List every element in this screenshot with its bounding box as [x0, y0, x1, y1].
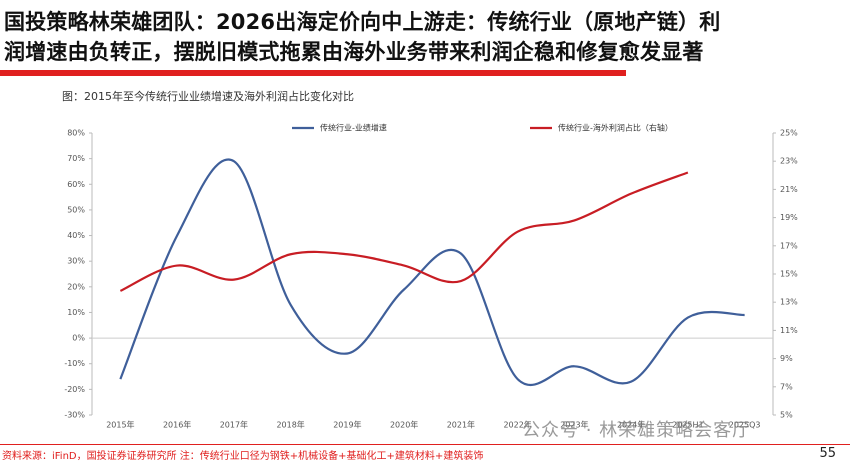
series-line	[119, 171, 689, 292]
y2-tick-label: 13%	[780, 298, 798, 307]
x-tick-label: 2017年	[220, 420, 248, 430]
x-tick-label: 2022年	[503, 420, 531, 430]
chart: 图：2015年至今传统行业业绩增速及海外利润占比变化对比 -30% -20% -10…	[62, 89, 798, 430]
x-tick-label: 2019年	[333, 420, 361, 430]
y2-tick-label: 23%	[780, 157, 798, 166]
x-tick-label: 2020年	[390, 420, 418, 430]
x-tick-label: 2023年	[560, 420, 588, 430]
watermark: 公众号 · 林荣雄策略会客厅	[522, 420, 752, 441]
y2-tick-label: 17%	[780, 241, 798, 250]
y2-tick-label: 15%	[780, 270, 798, 279]
y-tick-label: -10%	[64, 359, 85, 368]
y2-tick-label: 19%	[780, 213, 798, 222]
source-note: 资料来源：iFinD，国投证券证券研究所 注：传统行业口径为钢铁+机械设备+基础…	[2, 451, 484, 462]
title-line: 润增速由负转正，摆脱旧模式拖累由海外业务带来利润企稳和修复愈发显著	[4, 40, 704, 64]
y-tick-label: 20%	[67, 282, 85, 291]
y2-tick-label: 5%	[780, 411, 793, 420]
y-tick-label: 0%	[72, 334, 85, 343]
legend-label: 传统行业-业绩增速	[320, 123, 387, 133]
y-tick-label: 30%	[67, 257, 85, 266]
y2-tick-label: 7%	[780, 382, 793, 391]
x-tick-label: 2016年	[163, 420, 191, 430]
x-tick-label: 2025H1	[672, 421, 703, 430]
x-tick-label: 2015年	[106, 420, 134, 430]
chart-title: 图：2015年至今传统行业业绩增速及海外利润占比变化对比	[62, 89, 354, 103]
title-underline	[0, 70, 626, 76]
x-tick-label: 2018年	[276, 420, 304, 430]
x-tick-label: 2024年	[617, 420, 645, 430]
footer-line	[0, 444, 850, 445]
x-tick-label: 2021年	[447, 420, 475, 430]
y-tick-label: 40%	[67, 231, 85, 240]
y-tick-label: -30%	[64, 411, 85, 420]
y-tick-label: -20%	[64, 385, 85, 394]
series-line	[119, 158, 745, 387]
y-tick-label: 80%	[67, 129, 85, 138]
y2-tick-label: 21%	[780, 185, 798, 194]
page-number: 55	[819, 446, 836, 461]
x-tick-label: 2025Q3	[729, 421, 761, 430]
y2-tick-label: 9%	[780, 354, 793, 363]
y-tick-label: 70%	[67, 154, 85, 163]
y2-tick-label: 25%	[780, 129, 798, 138]
legend-label: 传统行业-海外利润占比（右轴）	[558, 123, 673, 133]
y-tick-label: 60%	[67, 180, 85, 189]
y-tick-label: 50%	[67, 205, 85, 214]
title-line: 国投策略林荣雄团队：2026出海定价向中上游走：传统行业（原地产链）利	[4, 10, 721, 34]
y-tick-label: 10%	[67, 308, 85, 317]
y2-tick-label: 11%	[780, 326, 798, 335]
